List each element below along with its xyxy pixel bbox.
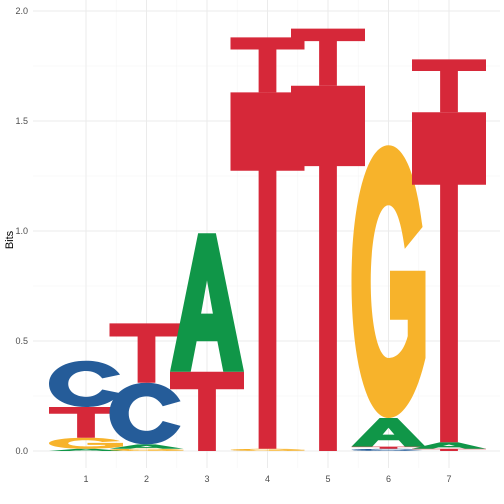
logo-letter-T-pos-4: [230, 37, 305, 93]
logo-letter-T-pos-1: [49, 407, 123, 438]
logo-letter-G-pos-4: [230, 448, 305, 451]
logo-letters: [49, 28, 486, 452]
x-axis-ticks: 1 2 3 4 5 6 7: [83, 474, 451, 484]
x-tick-label: 3: [204, 474, 209, 484]
logo-letter-T-pos-4: [230, 92, 305, 449]
logo-letter-C-pos-2: [109, 382, 181, 445]
x-tick-label: 6: [386, 474, 391, 484]
y-tick-label: 1.5: [15, 116, 28, 126]
logo-letter-A-pos-2: [109, 444, 184, 449]
y-axis-ticks: 0.0 0.5 1.0 1.5 2.0: [15, 6, 28, 456]
y-axis-label: Bits: [4, 230, 16, 249]
logo-letter-C-pos-1: [49, 360, 121, 407]
logo-letter-G-pos-6: [351, 145, 426, 418]
y-tick-label: 1.0: [15, 226, 28, 236]
logo-letter-G-pos-1: [49, 437, 123, 449]
x-tick-label: 5: [325, 474, 330, 484]
logo-letter-T-pos-2: [109, 323, 184, 383]
logo-letter-T-pos-7: [412, 448, 486, 451]
x-tick-label: 1: [83, 474, 88, 484]
logo-letter-A-pos-7: [412, 442, 486, 449]
logo-letter-T-pos-7: [412, 112, 486, 443]
y-tick-label: 0.0: [15, 446, 28, 456]
logo-letter-G-pos-2: [109, 448, 184, 451]
logo-letter-T-pos-5: [291, 28, 365, 86]
logo-letter-A-pos-6: [351, 418, 426, 447]
x-tick-label: 7: [446, 474, 451, 484]
y-tick-label: 2.0: [15, 6, 28, 16]
logo-letter-T-pos-6: [351, 446, 426, 449]
logo-letter-T-pos-7: [412, 59, 486, 113]
logo-letter-A-pos-1: [49, 448, 123, 451]
x-tick-label: 4: [265, 474, 270, 484]
x-tick-label: 2: [144, 474, 149, 484]
logo-letter-T-pos-3: [170, 371, 244, 451]
y-tick-label: 0.5: [15, 336, 28, 346]
logo-letter-T-pos-5: [291, 85, 365, 452]
logo-letter-A-pos-3: [170, 233, 244, 372]
logo-letter-C-pos-6: [351, 448, 423, 451]
